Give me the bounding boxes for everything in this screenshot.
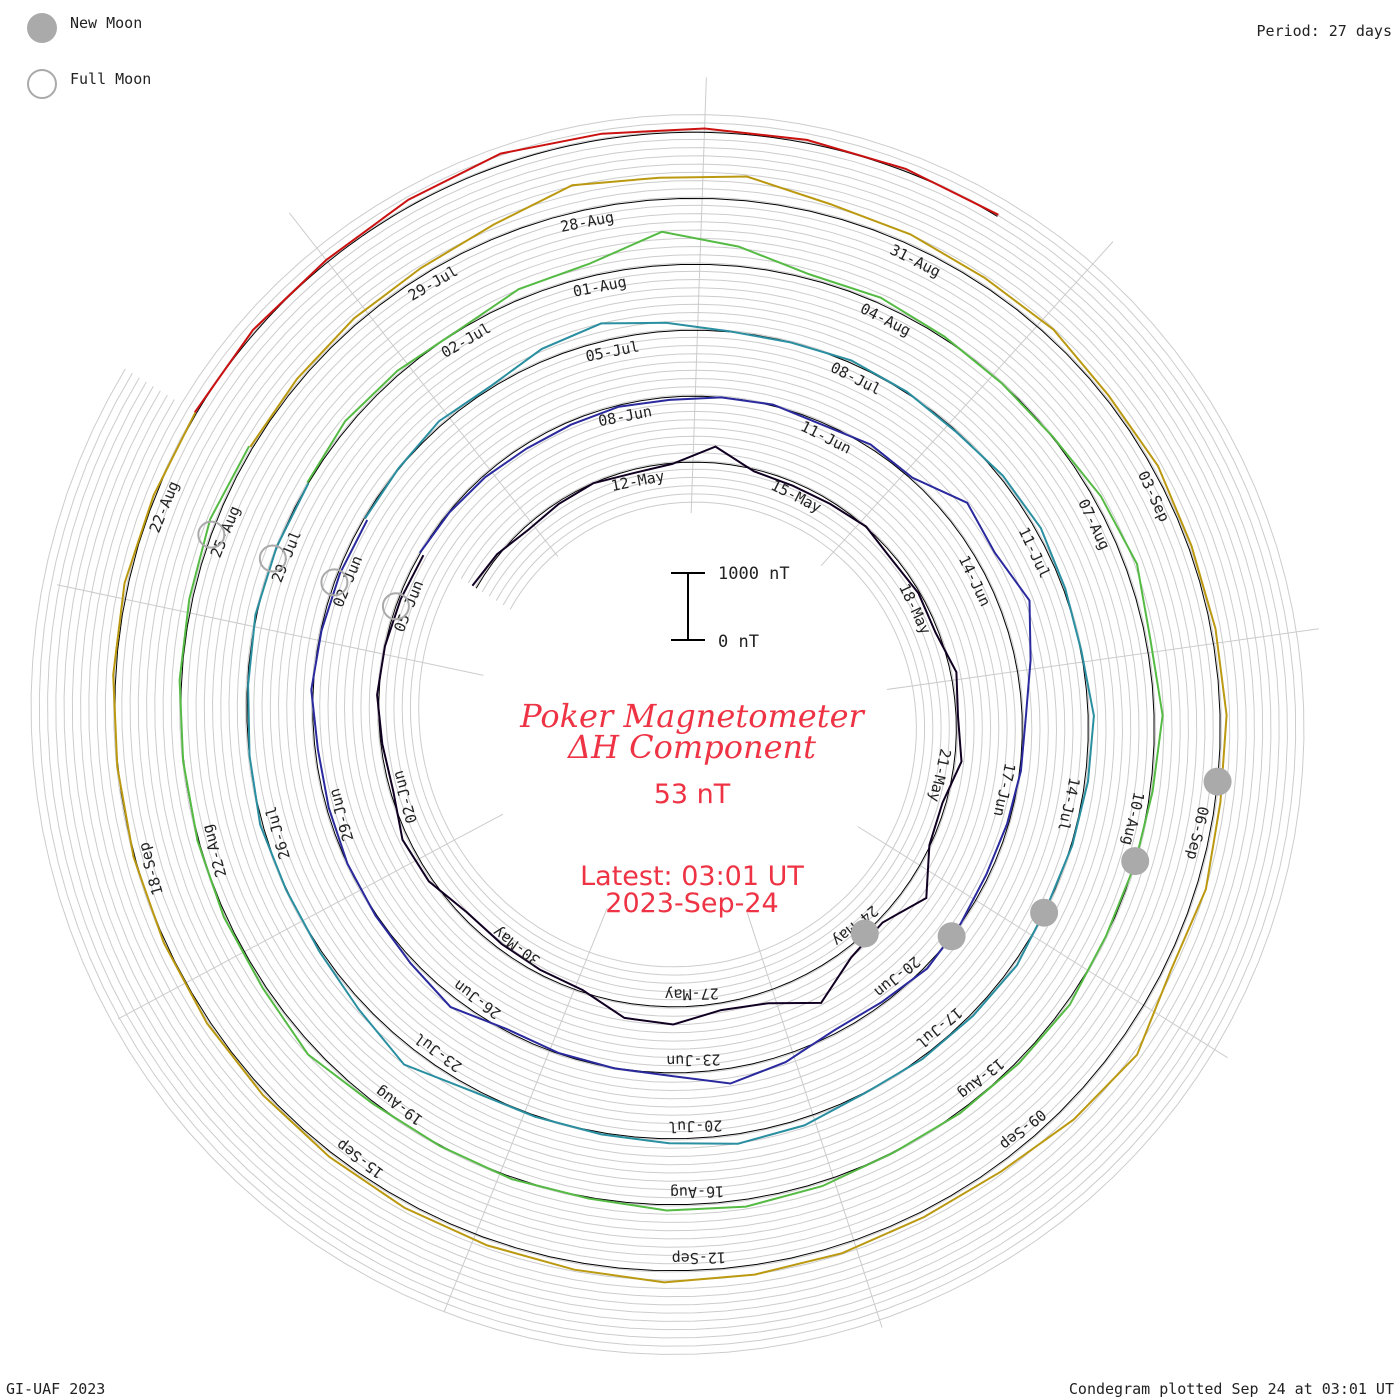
- date-tick-label: 29-Jun: [325, 786, 357, 843]
- rotation-trace: [247, 321, 1095, 1145]
- rotation-traces: [112, 127, 1228, 1284]
- scale-bar: 1000 nT 0 nT: [671, 564, 790, 652]
- date-tick-label: 23-Jun: [666, 1050, 721, 1070]
- scale-bottom-label: 0 nT: [718, 632, 759, 652]
- date-tick-label: 05-Jul: [584, 337, 641, 365]
- full-moon-marker: [258, 544, 287, 573]
- date-tick-label: 14-Jul: [1054, 776, 1083, 833]
- new-moon-marker: [937, 922, 966, 951]
- grid-spoke: [820, 241, 1114, 566]
- full-moon-legend-icon: [27, 69, 57, 99]
- new-moon-legend-label: New Moon: [70, 14, 142, 32]
- rotation-trace: [376, 445, 963, 1026]
- date-tick-label: 16-Aug: [670, 1182, 725, 1202]
- date-tick-label: 26-Jul: [262, 804, 294, 861]
- rotation-baseline: [378, 461, 957, 1008]
- grid-spoke: [443, 907, 608, 1313]
- period-label: Period: 27 days: [1256, 22, 1392, 40]
- latest-date: 2023-Sep-24: [605, 888, 778, 919]
- rotation-trace: [310, 396, 1032, 1085]
- date-tick-label: 21-May: [925, 747, 954, 804]
- new-moon-marker: [1203, 767, 1232, 796]
- date-tick-label: 12-Sep: [672, 1248, 727, 1268]
- rotation-trace: [193, 127, 999, 413]
- grid-spoke: [690, 77, 707, 514]
- scale-top-label: 1000 nT: [718, 564, 790, 584]
- date-tick-label: 27-May: [664, 984, 719, 1004]
- date-tick-label: 10-Aug: [1118, 790, 1147, 847]
- rotation-trace: [112, 175, 1228, 1284]
- credit-label: GI-UAF 2023: [6, 1380, 106, 1398]
- full-moon-marker: [381, 592, 410, 621]
- rotation-trace: [178, 230, 1164, 1212]
- date-tick-label: 08-Jun: [597, 402, 654, 430]
- current-value: 53 nT: [654, 779, 731, 810]
- plotted-timestamp: Condegram plotted Sep 24 at 03:01 UT: [1068, 1380, 1394, 1398]
- date-tick-label: 01-Aug: [571, 273, 628, 301]
- grid-spoke: [288, 212, 559, 557]
- grid-spoke: [117, 813, 504, 1020]
- new-moon-legend-icon: [27, 13, 57, 43]
- new-moon-marker: [1030, 898, 1059, 927]
- rotation-baseline: [195, 131, 998, 414]
- date-tick-label: 06-Sep: [1183, 805, 1212, 862]
- new-moon-marker: [850, 919, 879, 948]
- full-moon-legend-label: Full Moon: [70, 70, 151, 88]
- chart-title-line2: ΔH Component: [566, 728, 816, 766]
- latest-time: Latest: 03:01 UT: [580, 861, 804, 892]
- full-moon-marker: [197, 520, 226, 549]
- date-tick-label: 28-Aug: [559, 208, 616, 236]
- new-moon-marker: [1121, 847, 1150, 876]
- date-tick-label: 17-Jun: [990, 761, 1019, 818]
- moon-markers: [197, 520, 1232, 951]
- chart-title-line1: Poker Magnetometer: [519, 697, 865, 735]
- grid-spoke: [56, 584, 484, 676]
- date-tick-label: 20-Jul: [668, 1116, 723, 1136]
- full-moon-marker: [320, 568, 349, 597]
- date-tick-label: 18-Sep: [135, 840, 167, 897]
- grid-spoke: [886, 628, 1319, 690]
- date-tick-label: 22-Aug: [198, 822, 230, 879]
- date-tick-label: 12-May: [609, 467, 666, 495]
